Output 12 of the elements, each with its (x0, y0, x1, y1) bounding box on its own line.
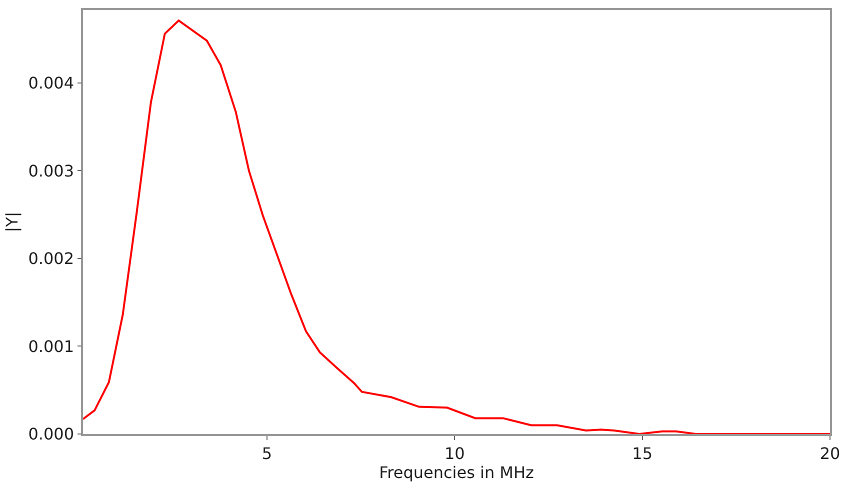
y-tick-label: 0.001 (28, 336, 74, 356)
x-tick-label: 15 (632, 444, 652, 463)
y-tick-label: 0.000 (28, 424, 74, 444)
x-tick-label: 5 (262, 444, 272, 463)
y-tick-label: 0.004 (28, 73, 74, 92)
x-axis-title: Frequencies in MHz (379, 462, 534, 482)
x-tick-label: 20 (820, 444, 840, 463)
y-tick-label: 0.003 (28, 161, 74, 180)
line-series (83, 20, 830, 434)
x-tick-label: 10 (444, 444, 465, 463)
y-axis-title: |Y| (2, 212, 22, 232)
y-tick-label: 0.002 (28, 249, 74, 268)
